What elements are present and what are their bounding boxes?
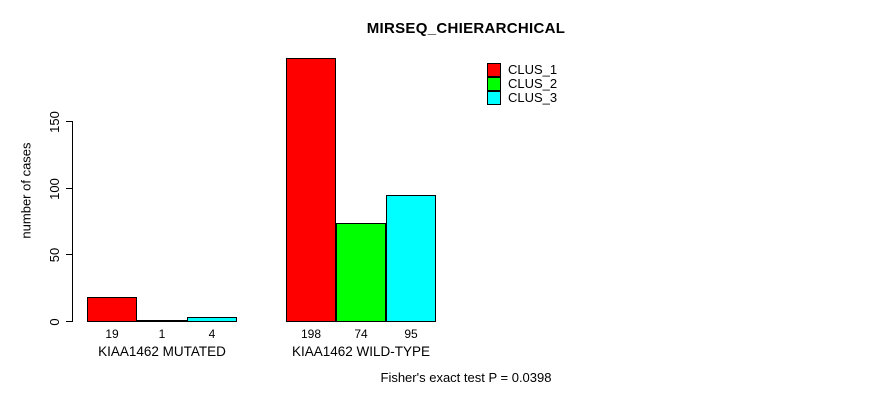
bar-mutated-clus1	[87, 296, 137, 322]
bar-wildtype-clus2	[336, 223, 386, 322]
bar-mutated-clus2	[137, 320, 187, 322]
bar-value-mutated-clus1: 19	[105, 327, 119, 341]
group-label-wildtype: KIAA1462 WILD-TYPE	[291, 344, 431, 359]
y-tick-mark-150	[66, 121, 73, 122]
y-axis-line	[72, 122, 73, 322]
legend-row-clus3: CLUS_3	[487, 91, 557, 105]
legend-swatch-clus1	[487, 63, 501, 77]
legend-row-clus2: CLUS_2	[487, 77, 557, 91]
group-label-mutated: KIAA1462 MUTATED	[98, 344, 226, 359]
legend-label-clus3: CLUS_3	[508, 90, 558, 105]
y-tick-label-50: 50	[47, 248, 62, 263]
y-tick-label-0: 0	[47, 318, 62, 326]
bar-wildtype-clus3	[386, 195, 436, 322]
bar-value-wildtype-clus3: 95	[404, 327, 418, 341]
legend: CLUS_1 CLUS_2 CLUS_3	[487, 63, 557, 105]
y-axis-label: number of cases	[18, 142, 34, 239]
y-tick-label-100: 100	[47, 177, 62, 200]
bar-value-wildtype-clus2: 74	[354, 327, 368, 341]
legend-row-clus1: CLUS_1	[487, 63, 557, 77]
legend-label-clus1: CLUS_1	[508, 62, 558, 77]
legend-swatch-clus3	[487, 91, 501, 105]
y-tick-mark-100	[66, 187, 73, 189]
y-tick-mark-0	[66, 321, 73, 322]
y-tick-mark-50	[66, 254, 73, 256]
chart-title: MIRSEQ_CHIERARCHICAL	[366, 20, 566, 37]
legend-label-clus2: CLUS_2	[508, 76, 558, 91]
bar-value-mutated-clus3: 4	[208, 327, 216, 341]
y-tick-label-150: 150	[47, 111, 62, 133]
bar-mutated-clus3	[187, 316, 237, 322]
bar-value-wildtype-clus1: 198	[300, 327, 322, 341]
bar-wildtype-clus1	[286, 58, 336, 322]
fisher-test-annotation: Fisher's exact test P = 0.0398	[380, 370, 552, 385]
bar-value-mutated-clus2: 1	[158, 327, 166, 341]
legend-swatch-clus2	[487, 77, 501, 91]
